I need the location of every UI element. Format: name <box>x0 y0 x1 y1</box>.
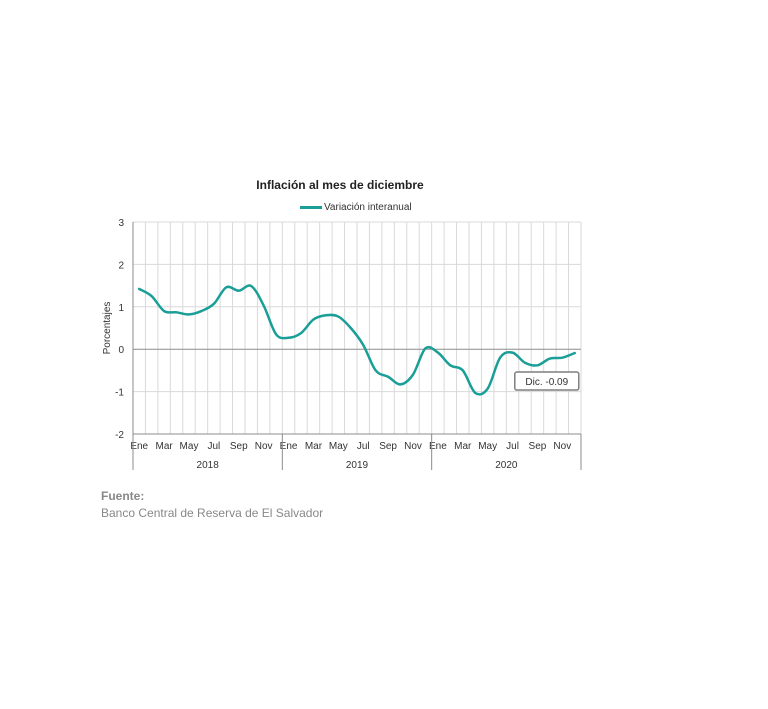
x-tick-label: Nov <box>404 441 422 452</box>
x-tick-label: Ene <box>130 441 148 452</box>
x-year-label: 2019 <box>346 460 369 471</box>
y-axis-label: Porcentajes <box>102 302 113 355</box>
x-tick-label: Jul <box>506 441 519 452</box>
x-tick-label: Sep <box>529 441 547 452</box>
x-tick-label: Mar <box>305 441 323 452</box>
source-heading: Fuente: <box>101 489 145 503</box>
x-year-label: 2018 <box>197 460 220 471</box>
y-tick-label: 0 <box>118 345 124 356</box>
x-year-label: 2020 <box>495 460 518 471</box>
chart-legend: Variación interanual <box>300 202 412 216</box>
x-tick-label: Mar <box>155 441 173 452</box>
x-tick-label: Jul <box>207 441 220 452</box>
x-tick-label: Jul <box>357 441 370 452</box>
x-tick-label: May <box>329 441 348 452</box>
x-tick-label: Ene <box>429 441 447 452</box>
legend-label: Variación interanual <box>324 202 412 213</box>
x-tick-label: May <box>478 441 497 452</box>
y-tick-label: 3 <box>118 218 124 229</box>
x-tick-label: Ene <box>280 441 298 452</box>
series-line <box>137 284 577 396</box>
x-tick-label: Mar <box>454 441 472 452</box>
x-tick-label: Sep <box>379 441 397 452</box>
annotation-label: Dic. -0.09 <box>525 377 568 388</box>
y-tick-label: 1 <box>118 303 124 314</box>
y-tick-label: 2 <box>118 260 124 271</box>
x-tick-label: Sep <box>230 441 248 452</box>
y-tick-label: -2 <box>115 430 124 441</box>
x-tick-label: May <box>180 441 199 452</box>
annotation-box <box>514 371 580 391</box>
y-tick-label: -1 <box>115 388 124 399</box>
source-text: Banco Central de Reserva de El Salvador <box>101 506 324 520</box>
x-tick-label: Nov <box>255 441 273 452</box>
legend-swatch <box>300 206 322 209</box>
x-tick-label: Nov <box>553 441 571 452</box>
chart-title: Inflación al mes de diciembre <box>256 178 424 192</box>
